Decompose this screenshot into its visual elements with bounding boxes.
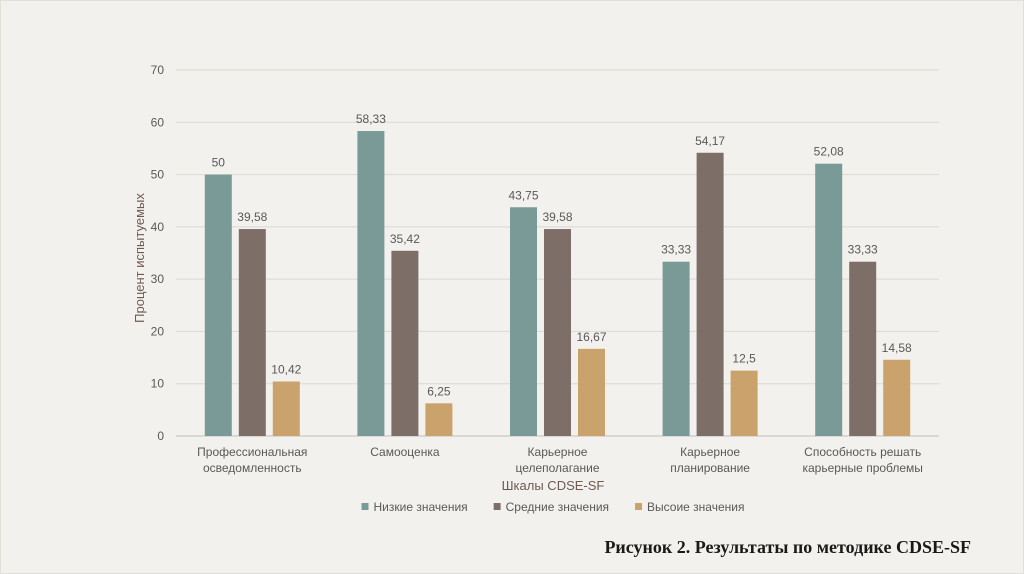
y-axis-title: Процент испытуемых bbox=[132, 193, 147, 323]
category-label: Способность решать bbox=[804, 445, 921, 459]
data-label: 39,58 bbox=[237, 210, 267, 224]
data-label: 35,42 bbox=[390, 232, 420, 246]
category-label: карьерные проблемы bbox=[802, 461, 922, 475]
y-tick-label: 20 bbox=[151, 324, 165, 338]
category-label: планирование bbox=[670, 461, 750, 475]
legend-swatch bbox=[361, 503, 369, 510]
y-tick-label: 70 bbox=[151, 63, 165, 77]
data-label: 33,33 bbox=[661, 243, 691, 257]
category-label: Самооценка bbox=[370, 445, 440, 459]
bar bbox=[696, 152, 724, 436]
legend-label: Средние значения bbox=[506, 500, 609, 514]
category-label: Карьерное bbox=[528, 445, 588, 459]
data-label: 58,33 bbox=[356, 112, 386, 126]
data-label: 6,25 bbox=[427, 384, 451, 398]
legend-label: Низкие значения bbox=[374, 500, 468, 514]
bar bbox=[544, 229, 571, 436]
bar bbox=[815, 163, 843, 437]
category-label: целеполагание bbox=[515, 461, 599, 475]
data-labels: 50 39,58 10,42 58,33 35,42 6,25 43,75 39,58 16,6… bbox=[212, 112, 912, 398]
data-label: 50 bbox=[212, 156, 226, 170]
category-label: Карьерное bbox=[680, 445, 740, 459]
data-label: 33,33 bbox=[848, 243, 878, 257]
y-tick-label: 10 bbox=[151, 377, 165, 391]
bar bbox=[272, 381, 300, 436]
bar bbox=[425, 403, 453, 436]
y-tick-label: 50 bbox=[151, 168, 165, 182]
bar bbox=[204, 174, 232, 437]
category-label: осведомленность bbox=[203, 461, 302, 475]
data-label: 39,58 bbox=[542, 210, 572, 224]
data-label: 12,5 bbox=[732, 352, 756, 366]
data-label: 43,75 bbox=[508, 188, 538, 202]
legend-swatch bbox=[635, 503, 643, 510]
x-axis-categories: Профессиональная осведомленность Самооценк… bbox=[197, 445, 923, 475]
data-label: 10,42 bbox=[271, 363, 301, 377]
bar bbox=[849, 261, 877, 436]
bars bbox=[204, 131, 911, 437]
legend-label: Высоие значения bbox=[647, 500, 744, 514]
y-tick-label: 60 bbox=[151, 115, 165, 129]
bar bbox=[578, 348, 605, 436]
legend-swatch bbox=[493, 503, 501, 510]
data-label: 16,67 bbox=[576, 330, 606, 344]
bar bbox=[662, 261, 690, 436]
data-label: 14,58 bbox=[882, 341, 912, 355]
legend: Низкие значения Средние значения Высоие зн… bbox=[361, 500, 744, 514]
y-axis-ticks: 0 10 20 30 40 50 60 70 bbox=[151, 63, 165, 443]
y-tick-label: 0 bbox=[157, 429, 164, 443]
bar bbox=[510, 207, 537, 436]
y-tick-label: 40 bbox=[151, 220, 165, 234]
data-label: 54,17 bbox=[695, 134, 725, 148]
figure-caption: Рисунок 2. Результаты по методике CDSE-S… bbox=[604, 537, 971, 557]
bar bbox=[391, 250, 419, 436]
x-axis-title: Шкалы CDSE-SF bbox=[502, 478, 605, 493]
bar bbox=[238, 229, 266, 436]
bar bbox=[357, 131, 385, 436]
data-label: 52,08 bbox=[814, 145, 844, 159]
bar bbox=[730, 370, 758, 436]
bar bbox=[883, 359, 911, 436]
category-label: Профессиональная bbox=[197, 445, 307, 459]
y-tick-label: 30 bbox=[151, 272, 165, 286]
